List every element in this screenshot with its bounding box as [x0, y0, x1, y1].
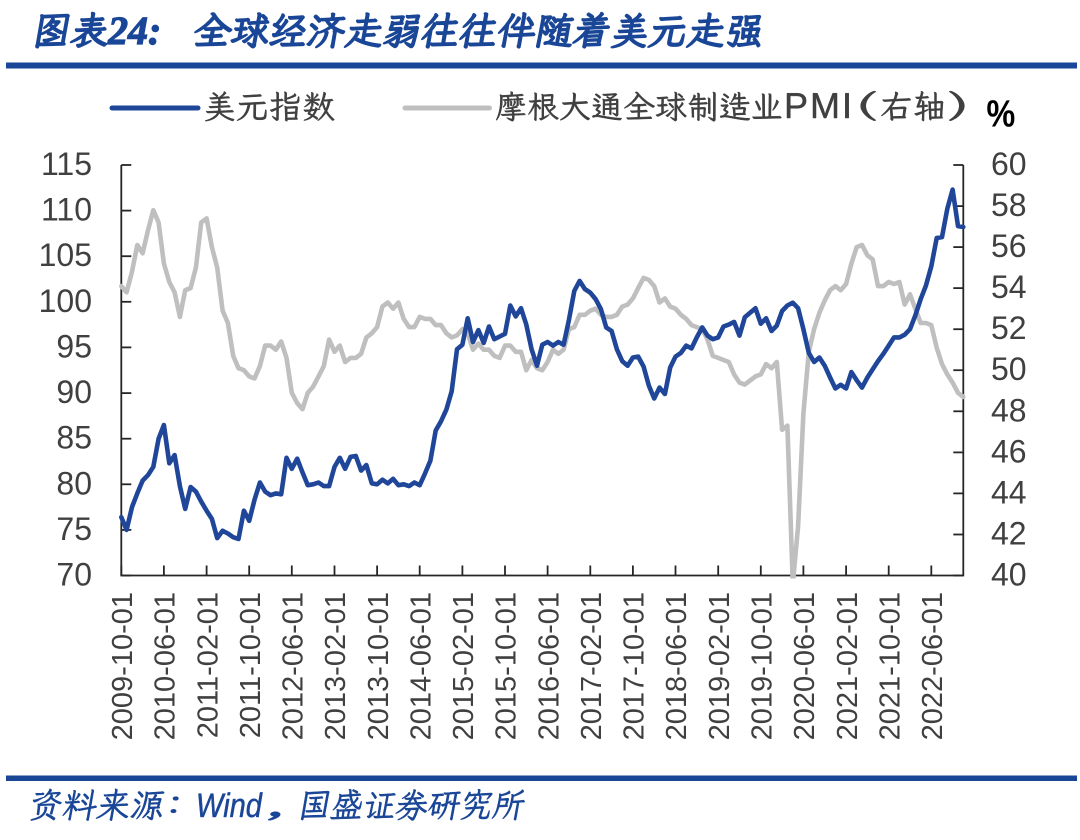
svg-text:115: 115: [41, 146, 92, 182]
svg-text:46: 46: [991, 433, 1027, 469]
svg-text:2017-10-01: 2017-10-01: [619, 592, 651, 740]
svg-text:58: 58: [991, 187, 1027, 223]
svg-text:2011-02-01: 2011-02-01: [192, 592, 224, 738]
svg-text:54: 54: [991, 269, 1027, 305]
svg-text:2015-02-01: 2015-02-01: [448, 592, 480, 740]
svg-text:2012-06-01: 2012-06-01: [277, 592, 309, 740]
svg-text:2009-10-01: 2009-10-01: [107, 592, 139, 740]
svg-text:90: 90: [56, 374, 92, 410]
svg-text:80: 80: [56, 465, 92, 501]
svg-text:100: 100: [39, 283, 92, 319]
svg-text:2021-02-01: 2021-02-01: [832, 592, 864, 740]
svg-text:50: 50: [991, 351, 1027, 387]
svg-text:2020-06-01: 2020-06-01: [789, 592, 821, 740]
svg-text:2022-06-01: 2022-06-01: [917, 592, 949, 740]
svg-text:110: 110: [41, 192, 92, 228]
svg-text:105: 105: [39, 237, 92, 273]
svg-text:40: 40: [991, 557, 1027, 593]
svg-text:85: 85: [56, 420, 92, 456]
svg-text:2010-06-01: 2010-06-01: [150, 592, 182, 740]
svg-text:2013-02-01: 2013-02-01: [320, 592, 352, 740]
svg-text:42: 42: [991, 516, 1027, 552]
svg-text:2014-06-01: 2014-06-01: [405, 592, 437, 740]
svg-text:56: 56: [991, 228, 1027, 264]
svg-text:52: 52: [991, 310, 1027, 346]
svg-text:2011-10-01: 2011-10-01: [235, 592, 267, 738]
svg-text:2021-10-01: 2021-10-01: [874, 592, 906, 740]
svg-text:2019-02-01: 2019-02-01: [704, 592, 736, 740]
svg-text:2018-06-01: 2018-06-01: [661, 592, 693, 740]
svg-text:2016-06-01: 2016-06-01: [533, 592, 565, 740]
svg-text:70: 70: [56, 557, 92, 593]
svg-text:2019-10-01: 2019-10-01: [746, 592, 778, 740]
svg-text:48: 48: [991, 392, 1027, 428]
svg-text:2013-10-01: 2013-10-01: [363, 592, 395, 740]
svg-text:75: 75: [56, 511, 92, 547]
svg-text:44: 44: [991, 474, 1027, 510]
svg-text:2017-02-01: 2017-02-01: [576, 592, 608, 740]
svg-text:95: 95: [56, 328, 92, 364]
svg-text:60: 60: [991, 146, 1027, 182]
svg-text:2015-10-01: 2015-10-01: [491, 592, 523, 740]
